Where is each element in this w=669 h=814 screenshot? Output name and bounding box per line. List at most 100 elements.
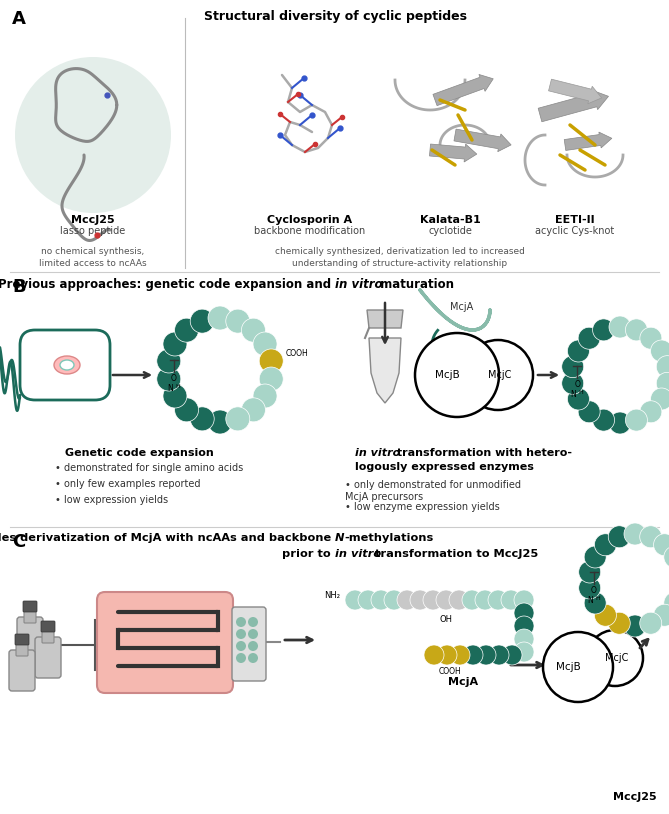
FancyBboxPatch shape xyxy=(9,650,35,691)
Circle shape xyxy=(514,629,534,649)
FancyBboxPatch shape xyxy=(232,607,266,681)
Circle shape xyxy=(259,367,283,391)
Text: H: H xyxy=(579,390,583,396)
Circle shape xyxy=(157,349,181,373)
Circle shape xyxy=(253,332,277,356)
Circle shape xyxy=(609,316,631,338)
Circle shape xyxy=(242,398,266,422)
Circle shape xyxy=(595,534,616,556)
Circle shape xyxy=(253,384,277,408)
Ellipse shape xyxy=(60,360,74,370)
Text: • demonstrated for single amino acids: • demonstrated for single amino acids xyxy=(55,463,244,473)
Circle shape xyxy=(640,400,662,422)
Circle shape xyxy=(626,409,648,431)
Text: • only few examples reported: • only few examples reported xyxy=(55,479,201,489)
Circle shape xyxy=(608,526,630,548)
Circle shape xyxy=(242,318,266,342)
Text: in vitro: in vitro xyxy=(335,549,381,559)
Text: Structural diversity of cyclic peptides: Structural diversity of cyclic peptides xyxy=(203,10,466,23)
Circle shape xyxy=(650,340,669,362)
Circle shape xyxy=(175,398,199,422)
Circle shape xyxy=(584,546,606,568)
Text: Cyclosporin A: Cyclosporin A xyxy=(268,215,353,225)
Circle shape xyxy=(157,367,181,391)
Circle shape xyxy=(225,407,250,431)
Circle shape xyxy=(640,526,662,548)
Text: maturation: maturation xyxy=(376,278,454,291)
Circle shape xyxy=(449,590,469,610)
Text: cyclotide: cyclotide xyxy=(428,226,472,236)
Circle shape xyxy=(584,592,606,614)
Text: in vitro: in vitro xyxy=(355,448,400,458)
Circle shape xyxy=(163,384,187,408)
Text: H: H xyxy=(595,596,600,601)
Circle shape xyxy=(236,617,246,627)
Circle shape xyxy=(225,309,250,333)
Text: EETI-II: EETI-II xyxy=(555,215,595,225)
Polygon shape xyxy=(369,338,401,403)
Circle shape xyxy=(436,590,456,610)
FancyBboxPatch shape xyxy=(42,629,54,643)
Circle shape xyxy=(397,590,417,610)
Text: A: A xyxy=(12,10,26,28)
Text: O: O xyxy=(591,586,597,595)
Text: • low expression yields: • low expression yields xyxy=(55,495,168,505)
FancyArrow shape xyxy=(429,144,477,162)
Circle shape xyxy=(475,590,495,610)
Ellipse shape xyxy=(54,356,80,374)
FancyArrow shape xyxy=(564,132,612,151)
FancyBboxPatch shape xyxy=(15,634,29,645)
Circle shape xyxy=(437,645,457,665)
Text: C: C xyxy=(12,533,25,551)
Circle shape xyxy=(624,523,646,545)
Circle shape xyxy=(654,534,669,556)
Circle shape xyxy=(656,372,669,394)
Circle shape xyxy=(410,590,430,610)
Circle shape xyxy=(423,590,443,610)
FancyArrow shape xyxy=(549,79,601,103)
FancyBboxPatch shape xyxy=(35,637,61,678)
Circle shape xyxy=(579,561,601,583)
Text: lasso peptide: lasso peptide xyxy=(60,226,126,236)
Circle shape xyxy=(190,309,214,333)
Circle shape xyxy=(463,645,483,665)
Circle shape xyxy=(654,604,669,626)
Circle shape xyxy=(462,590,482,610)
Circle shape xyxy=(567,340,589,362)
Circle shape xyxy=(15,57,171,213)
Text: McjC: McjC xyxy=(488,370,512,380)
Circle shape xyxy=(208,410,232,434)
Circle shape xyxy=(656,356,669,378)
Circle shape xyxy=(514,590,534,610)
Circle shape xyxy=(450,645,470,665)
Circle shape xyxy=(476,645,496,665)
Text: chemically synthesized, derivatization led to increased
understanding of structu: chemically synthesized, derivatization l… xyxy=(275,247,525,268)
Circle shape xyxy=(248,653,258,663)
Text: H: H xyxy=(175,384,180,389)
Text: NH₂: NH₂ xyxy=(324,590,340,599)
Circle shape xyxy=(415,333,499,417)
Circle shape xyxy=(488,590,508,610)
FancyArrow shape xyxy=(454,129,511,151)
Text: O: O xyxy=(574,380,580,389)
Text: N: N xyxy=(571,390,576,399)
Text: no chemical synthesis,
limited access to ncAAs: no chemical synthesis, limited access to… xyxy=(39,247,147,268)
FancyBboxPatch shape xyxy=(41,621,55,632)
FancyBboxPatch shape xyxy=(17,617,43,658)
Text: prior to: prior to xyxy=(282,549,335,559)
Circle shape xyxy=(175,318,199,342)
Text: COOH: COOH xyxy=(286,349,308,358)
Circle shape xyxy=(664,546,669,568)
Circle shape xyxy=(640,327,662,349)
Polygon shape xyxy=(367,310,403,328)
Text: N: N xyxy=(335,533,345,543)
Text: MccJ25: MccJ25 xyxy=(613,792,657,802)
Circle shape xyxy=(501,590,521,610)
Circle shape xyxy=(664,592,669,614)
Circle shape xyxy=(578,327,600,349)
FancyBboxPatch shape xyxy=(20,330,110,400)
Circle shape xyxy=(593,319,615,341)
Circle shape xyxy=(562,356,584,378)
Text: -methylations: -methylations xyxy=(344,533,434,543)
Text: OH: OH xyxy=(440,615,452,624)
